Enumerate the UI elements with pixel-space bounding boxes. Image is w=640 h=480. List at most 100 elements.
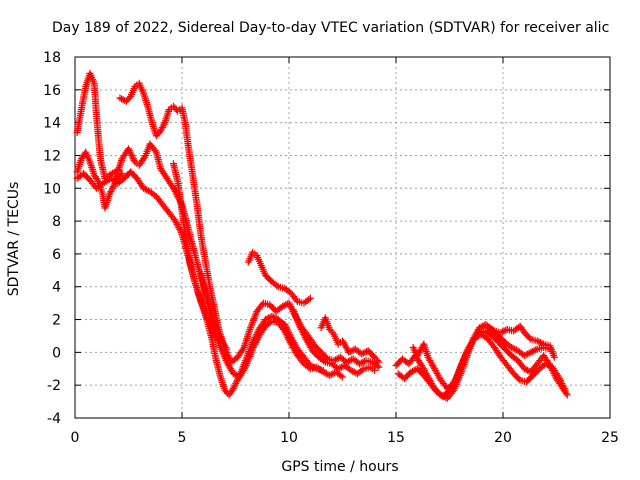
data-point-fill: [251, 340, 259, 348]
data-point-fill: [332, 356, 340, 364]
data-point-fill: [487, 325, 495, 333]
data-point-fill: [266, 318, 274, 326]
data-point-fill: [285, 335, 293, 343]
data-point-fill: [108, 184, 116, 192]
data-point-fill: [528, 348, 536, 356]
data-point-fill: [127, 150, 135, 158]
data-point-fill: [107, 188, 115, 196]
data-point-fill: [298, 327, 306, 335]
data-point-fill: [158, 124, 166, 132]
data-point-fill: [322, 370, 330, 378]
y-tick-label: 4: [52, 280, 61, 296]
data-point-fill: [106, 189, 114, 197]
data-point-fill: [130, 156, 138, 164]
data-point-fill: [263, 315, 271, 323]
data-point: [520, 365, 528, 373]
y-tick-label: -4: [47, 411, 61, 427]
data-point-fill: [327, 371, 335, 379]
data-point-fill: [126, 148, 134, 156]
data-point-fill: [509, 344, 517, 352]
data-point-fill: [336, 364, 344, 372]
data-point-fill: [283, 332, 291, 340]
data-point: [281, 327, 289, 335]
data-point-fill: [159, 122, 167, 130]
data-point: [520, 352, 528, 360]
data-point: [229, 370, 237, 378]
data-point-fill: [548, 365, 556, 373]
data-point-fill: [524, 350, 532, 358]
data-point-fill: [93, 176, 101, 184]
data-point-fill: [233, 378, 241, 386]
data-point-fill: [297, 324, 305, 332]
data-point: [172, 217, 180, 225]
data-point-fill: [125, 94, 133, 102]
data-point-fill: [249, 343, 257, 351]
x-axis-label: GPS time / hours: [281, 459, 398, 475]
data-point-fill: [125, 147, 133, 155]
y-axis-label: SDTVAR / TECUs: [6, 182, 22, 297]
y-tick-label: 2: [52, 313, 61, 329]
series-10: [317, 314, 383, 366]
data-point: [105, 191, 113, 199]
data-point-fill: [282, 330, 290, 338]
data-point: [407, 368, 415, 376]
data-point-fill: [532, 346, 540, 354]
data-point-fill: [118, 95, 126, 103]
data-point-fill: [239, 345, 247, 353]
data-point-fill: [252, 339, 260, 347]
data-point-fill: [550, 370, 558, 378]
data-point-fill: [284, 334, 292, 342]
series-13: [409, 327, 571, 399]
data-point-fill: [121, 96, 129, 104]
data-point-fill: [273, 281, 281, 289]
data-point: [285, 299, 293, 307]
data-points: [73, 69, 571, 402]
data-point-fill: [282, 329, 290, 337]
data-point-fill: [489, 326, 497, 334]
data-point-fill: [280, 302, 288, 310]
data-point-fill: [538, 339, 546, 347]
data-point-fill: [173, 220, 181, 228]
data-point-fill: [548, 366, 556, 374]
data-point-fill: [253, 335, 261, 343]
data-point: [334, 365, 342, 373]
data-point: [356, 360, 364, 368]
data-point: [296, 322, 304, 330]
chart-title: Day 189 of 2022, Sidereal Day-to-day VTE…: [52, 20, 609, 36]
data-point: [533, 337, 541, 345]
series-14: [484, 322, 558, 361]
data-point-fill: [299, 329, 307, 337]
y-tick-label: 10: [43, 181, 61, 197]
data-point-fill: [500, 327, 508, 335]
data-point-fill: [409, 367, 417, 375]
data-point-fill: [536, 339, 544, 347]
data-point-fill: [108, 186, 116, 194]
data-point: [508, 343, 516, 351]
data-point-fill: [349, 367, 357, 375]
data-point-fill: [176, 227, 184, 235]
x-tick-label: 0: [71, 430, 80, 446]
data-point-fill: [172, 219, 180, 227]
data-point-fill: [230, 383, 238, 391]
data-point-fill: [373, 357, 381, 365]
data-point-fill: [231, 381, 239, 389]
data-point: [563, 391, 571, 399]
data-point-fill: [535, 338, 543, 346]
y-tick-label: 12: [43, 148, 61, 164]
x-tick-label: 10: [280, 430, 298, 446]
data-point: [371, 366, 379, 374]
data-point-fill: [525, 349, 533, 357]
data-point-fill: [329, 329, 337, 337]
data-point-fill: [522, 366, 530, 374]
data-point: [358, 350, 366, 358]
data-point-fill: [271, 314, 279, 322]
data-point-fill: [547, 363, 555, 371]
data-point-fill: [321, 369, 329, 377]
data-point: [125, 145, 132, 153]
x-tick-label: 15: [387, 430, 405, 446]
data-point-fill: [358, 366, 366, 374]
data-point: [139, 184, 147, 192]
series-9: [289, 306, 379, 378]
data-point-fill: [231, 371, 239, 379]
